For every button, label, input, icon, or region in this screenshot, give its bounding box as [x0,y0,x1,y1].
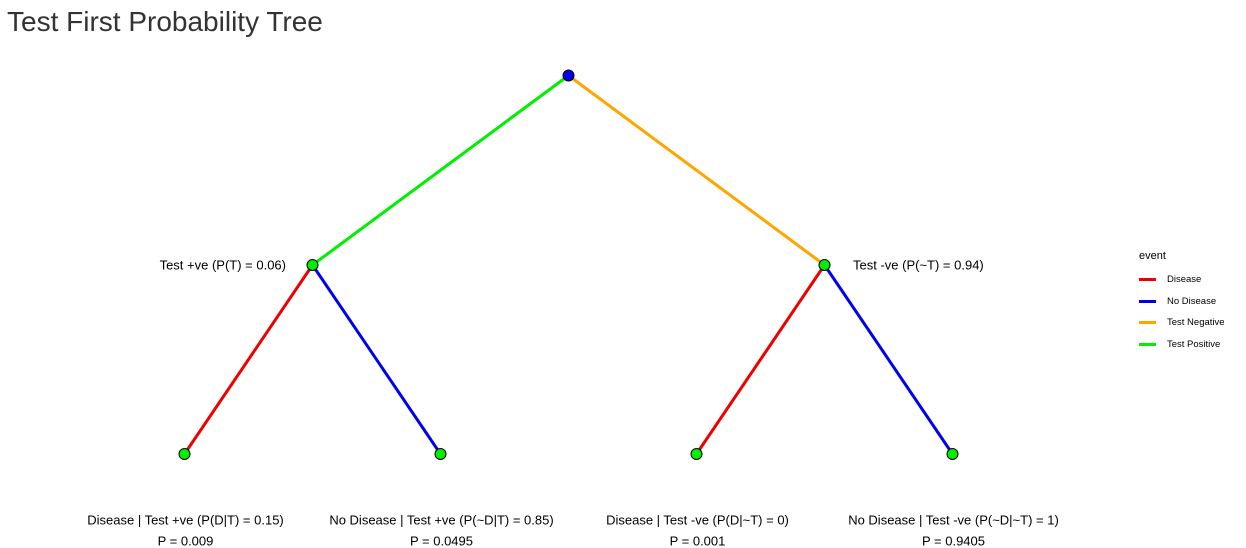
legend-item-disease: Disease [1139,269,1225,291]
node-test-positive [306,259,319,271]
tree-labels: Test +ve (P(T) = 0.06) Test -ve (P(~T) = … [87,258,1059,548]
node-root [562,69,575,82]
node-no-disease-given-pos [434,448,447,460]
legend-item-test-positive: Test Positive [1139,334,1225,356]
page-title: Test First Probability Tree [7,6,323,37]
edge-no-disease-given-pos [311,264,442,455]
edge-test-positive [311,74,570,267]
legend-label: Test Negative [1167,317,1225,329]
prob-disease-given-neg: P = 0.001 [670,534,726,548]
legend-label: Disease [1167,274,1202,286]
legend-swatch [1139,321,1156,325]
legend-title: event [1139,250,1166,262]
legend-label: No Disease [1167,295,1217,307]
legend-swatch [1139,299,1156,303]
legend-swatch [1139,342,1156,346]
label-disease-given-neg: Disease | Test -ve (P(D|~T) = 0) [606,513,789,528]
node-disease-given-neg [690,448,703,460]
label-disease-given-pos: Disease | Test +ve (P(D|T) = 0.15) [87,513,284,528]
edge-disease-given-neg [695,264,826,455]
node-disease-given-pos [178,448,191,460]
prob-no-disease-given-pos: P = 0.0495 [410,534,473,548]
legend: event Disease No Disease Test Negative Test… [1139,250,1225,355]
label-no-disease-given-neg: No Disease | Test -ve (P(~D|~T) = 1) [848,513,1059,528]
node-no-disease-given-neg [946,448,959,460]
legend-item-test-negative: Test Negative [1139,312,1225,334]
edge-test-negative [567,74,826,267]
legend-item-no-disease: No Disease [1139,291,1225,313]
edge-no-disease-given-neg [823,264,954,455]
edge-disease-given-pos [183,264,314,455]
node-test-negative [818,259,831,271]
tree-edges [183,74,954,455]
legend-swatch [1139,278,1156,282]
prob-no-disease-given-neg: P = 0.9405 [922,534,985,548]
prob-disease-given-pos: P = 0.009 [158,534,214,548]
label-test-positive: Test +ve (P(T) = 0.06) [160,258,286,273]
label-no-disease-given-pos: No Disease | Test +ve (P(~D|T) = 0.85) [329,513,553,528]
legend-label: Test Positive [1167,338,1221,350]
legend-items: Disease No Disease Test Negative Test Posit… [1139,269,1225,355]
label-test-negative: Test -ve (P(~T) = 0.94) [853,258,984,273]
tree-nodes [178,69,959,460]
